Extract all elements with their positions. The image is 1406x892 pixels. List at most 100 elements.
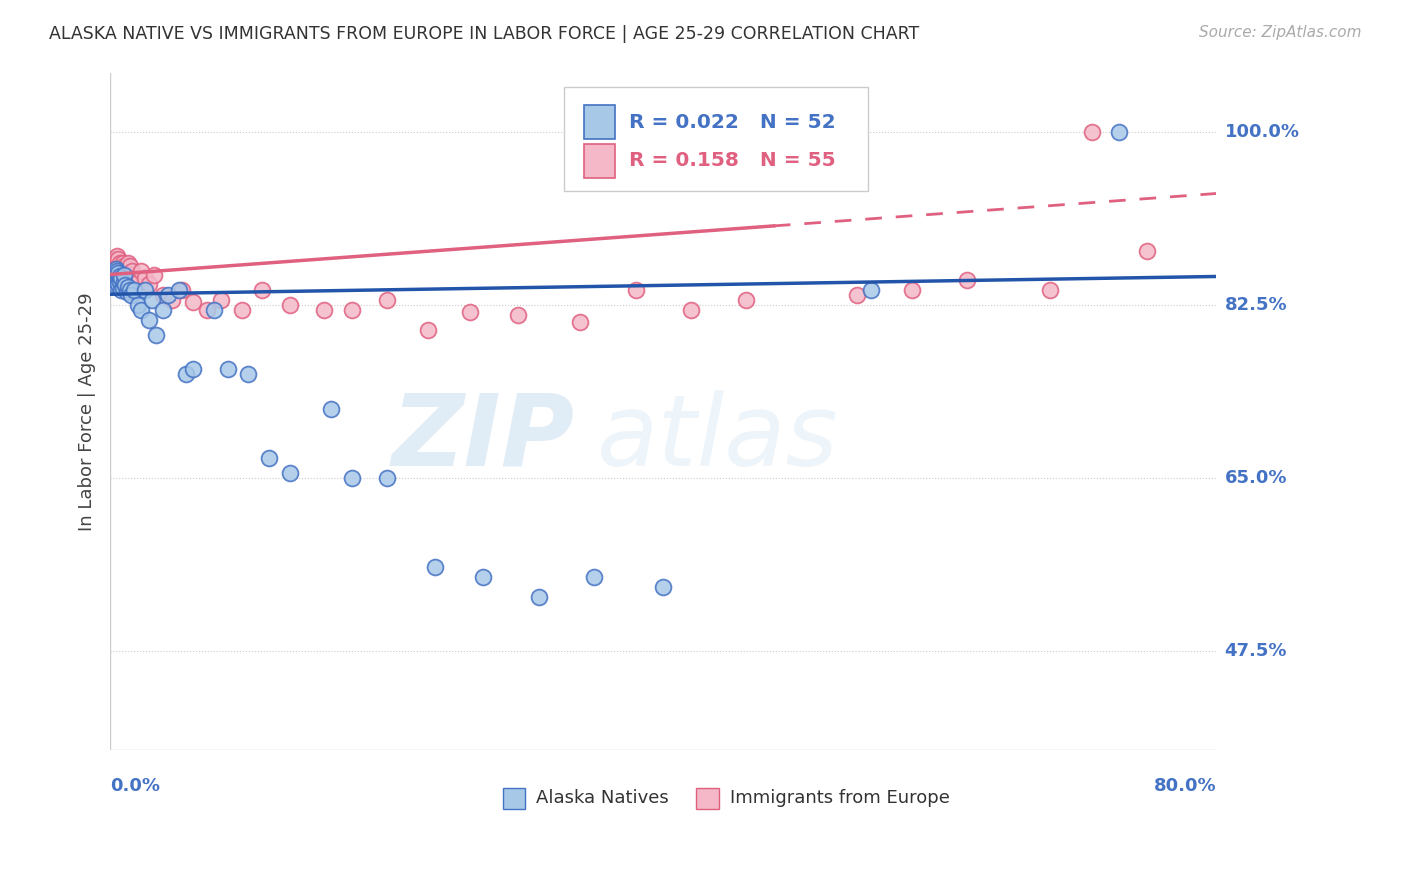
Point xyxy=(120,268,142,283)
Point xyxy=(141,293,163,308)
Point xyxy=(735,293,758,308)
Point xyxy=(569,315,592,329)
FancyBboxPatch shape xyxy=(583,144,614,178)
Point xyxy=(859,283,882,297)
Point xyxy=(111,255,134,269)
Point xyxy=(181,362,204,376)
Point xyxy=(231,303,253,318)
Point xyxy=(103,252,125,266)
Point xyxy=(1039,283,1062,297)
Point xyxy=(104,278,127,293)
Point xyxy=(110,260,132,274)
Point xyxy=(174,368,197,382)
Point xyxy=(118,283,141,297)
Point xyxy=(103,266,125,280)
FancyBboxPatch shape xyxy=(583,105,614,139)
Point xyxy=(104,261,127,276)
Text: 65.0%: 65.0% xyxy=(1225,469,1286,487)
Point xyxy=(375,293,398,308)
Point xyxy=(105,249,128,263)
Point xyxy=(152,288,174,302)
Point xyxy=(278,466,301,480)
Point xyxy=(143,268,166,283)
Point xyxy=(101,268,124,283)
Point xyxy=(152,303,174,318)
Point xyxy=(110,271,132,285)
Point xyxy=(115,285,138,300)
Point xyxy=(110,268,132,283)
Point xyxy=(956,273,979,287)
Point xyxy=(104,268,127,283)
Point xyxy=(110,283,132,297)
Point xyxy=(107,270,129,285)
Point xyxy=(624,283,647,297)
Point xyxy=(134,271,156,285)
Point xyxy=(114,278,136,293)
Point xyxy=(105,267,128,281)
Point xyxy=(105,253,128,268)
Point xyxy=(112,276,135,290)
Text: R = 0.022   N = 52: R = 0.022 N = 52 xyxy=(628,113,835,132)
Point xyxy=(257,451,280,466)
Point xyxy=(375,471,398,485)
Point xyxy=(107,266,129,280)
Point xyxy=(121,263,143,277)
Point xyxy=(1081,125,1104,139)
Point xyxy=(901,283,924,297)
Text: 80.0%: 80.0% xyxy=(1154,777,1216,795)
FancyBboxPatch shape xyxy=(564,87,868,192)
Point xyxy=(108,276,131,290)
Point xyxy=(679,303,702,318)
Point xyxy=(118,259,141,273)
Point xyxy=(195,303,218,318)
Point xyxy=(105,263,128,277)
Point xyxy=(145,327,167,342)
Point xyxy=(122,283,145,297)
Point xyxy=(472,570,495,584)
Point xyxy=(115,266,138,280)
Point xyxy=(107,266,129,280)
Y-axis label: In Labor Force | Age 25-29: In Labor Force | Age 25-29 xyxy=(79,292,96,531)
Point xyxy=(202,303,225,318)
Point xyxy=(157,288,180,302)
Point xyxy=(527,590,550,604)
Text: 47.5%: 47.5% xyxy=(1225,642,1286,660)
Point xyxy=(340,471,363,485)
Point xyxy=(138,313,160,327)
Point xyxy=(238,368,260,382)
Text: Source: ZipAtlas.com: Source: ZipAtlas.com xyxy=(1198,25,1361,40)
Point xyxy=(111,281,134,295)
Text: ALASKA NATIVE VS IMMIGRANTS FROM EUROPE IN LABOR FORCE | AGE 25-29 CORRELATION C: ALASKA NATIVE VS IMMIGRANTS FROM EUROPE … xyxy=(49,25,920,43)
Point xyxy=(107,277,129,292)
Point xyxy=(124,271,146,285)
Point xyxy=(845,288,868,302)
Point xyxy=(340,303,363,318)
Point xyxy=(127,298,149,312)
Point xyxy=(209,293,232,308)
Point xyxy=(169,283,191,297)
Point xyxy=(181,295,204,310)
Point xyxy=(103,273,125,287)
Point xyxy=(127,276,149,290)
Point xyxy=(506,308,529,322)
Point xyxy=(103,266,125,280)
FancyBboxPatch shape xyxy=(696,788,718,809)
Point xyxy=(458,305,481,319)
Point xyxy=(652,580,675,594)
Point xyxy=(108,269,131,284)
Text: Immigrants from Europe: Immigrants from Europe xyxy=(730,789,949,807)
Text: 100.0%: 100.0% xyxy=(1225,123,1299,141)
Point xyxy=(1136,244,1159,258)
Point xyxy=(423,560,446,574)
Point xyxy=(117,280,139,294)
Point xyxy=(120,288,142,302)
Text: atlas: atlas xyxy=(598,390,838,487)
Point xyxy=(252,283,274,297)
Point xyxy=(138,277,160,292)
Point xyxy=(112,259,135,273)
Point xyxy=(1108,125,1130,139)
Point xyxy=(170,283,193,297)
Point xyxy=(418,323,440,337)
Point xyxy=(278,298,301,312)
Point xyxy=(105,271,128,285)
